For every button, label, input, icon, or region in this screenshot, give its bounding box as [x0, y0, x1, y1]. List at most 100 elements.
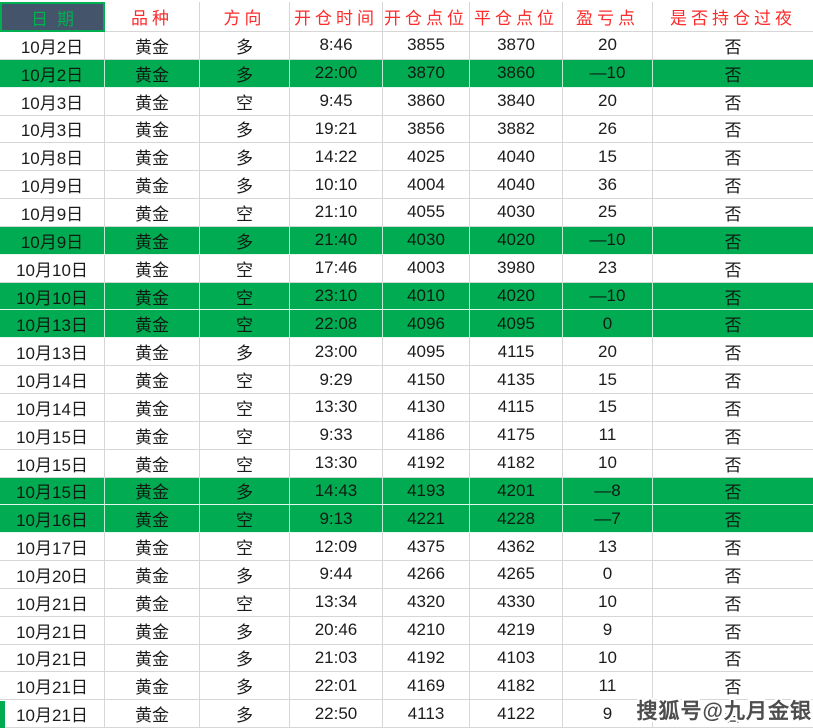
header-cell-close_price[interactable]: 平仓点位 [470, 2, 563, 32]
cell-open_price[interactable]: 3860 [383, 87, 470, 116]
cell-open_time[interactable]: 13:34 [290, 588, 383, 617]
cell-date[interactable]: 10月21日 [0, 616, 105, 645]
cell-direction[interactable]: 空 [200, 393, 290, 422]
cell-direction[interactable]: 多 [200, 644, 290, 673]
cell-pnl[interactable]: 13 [563, 533, 653, 562]
cell-open_time[interactable]: 12:09 [290, 533, 383, 562]
cell-variety[interactable]: 黄金 [105, 226, 200, 255]
cell-open_time[interactable]: 23:00 [290, 338, 383, 367]
cell-date[interactable]: 10月15日 [0, 449, 105, 478]
cell-overnight[interactable]: 否 [653, 589, 813, 617]
header-cell-pnl[interactable]: 盈亏点 [563, 2, 653, 32]
cell-close_price[interactable]: 4219 [470, 616, 563, 645]
cell-direction[interactable]: 多 [200, 338, 290, 367]
cell-close_price[interactable]: 4115 [470, 393, 563, 422]
cell-pnl[interactable]: 20 [563, 32, 653, 60]
cell-date[interactable]: 10月13日 [0, 310, 105, 339]
cell-open_price[interactable]: 4320 [383, 588, 470, 617]
cell-date[interactable]: 10月14日 [0, 366, 105, 394]
cell-date[interactable]: 10月2日 [0, 32, 105, 60]
cell-overnight[interactable]: 否 [653, 310, 813, 339]
cell-direction[interactable]: 空 [200, 254, 290, 283]
cell-pnl[interactable]: 20 [563, 338, 653, 367]
cell-open_time[interactable]: 14:43 [290, 477, 383, 506]
cell-overnight[interactable]: 否 [653, 171, 813, 200]
cell-close_price[interactable]: 4115 [470, 338, 563, 367]
cell-variety[interactable]: 黄金 [105, 282, 200, 311]
cell-date[interactable]: 10月17日 [0, 533, 105, 562]
cell-direction[interactable]: 空 [200, 533, 290, 562]
cell-direction[interactable]: 空 [200, 505, 290, 534]
cell-variety[interactable]: 黄金 [105, 338, 200, 367]
cell-variety[interactable]: 黄金 [105, 171, 200, 200]
cell-overnight[interactable]: 否 [653, 533, 813, 562]
cell-open_price[interactable]: 4169 [383, 672, 470, 701]
cell-open_time[interactable]: 9:13 [290, 505, 383, 534]
cell-pnl[interactable]: —7 [563, 505, 653, 534]
cell-open_price[interactable]: 4055 [383, 199, 470, 227]
cell-variety[interactable]: 黄金 [105, 644, 200, 673]
cell-close_price[interactable]: 4095 [470, 310, 563, 339]
cell-variety[interactable]: 黄金 [105, 449, 200, 478]
cell-pnl[interactable]: 10 [563, 644, 653, 673]
cell-open_time[interactable]: 21:03 [290, 644, 383, 673]
cell-direction[interactable]: 空 [200, 449, 290, 478]
cell-close_price[interactable]: 4103 [470, 644, 563, 673]
cell-open_time[interactable]: 23:10 [290, 282, 383, 311]
cell-pnl[interactable]: —8 [563, 477, 653, 506]
cell-open_price[interactable]: 4186 [383, 421, 470, 450]
cell-pnl[interactable]: 0 [563, 561, 653, 589]
cell-open_time[interactable]: 9:44 [290, 561, 383, 589]
cell-date[interactable]: 10月21日 [0, 588, 105, 617]
cell-date[interactable]: 10月9日 [0, 171, 105, 200]
cell-date[interactable]: 10月10日 [0, 254, 105, 283]
cell-direction[interactable]: 多 [200, 226, 290, 255]
cell-overnight[interactable]: 否 [653, 32, 813, 60]
cell-direction[interactable]: 空 [200, 588, 290, 617]
cell-date[interactable]: 10月8日 [0, 143, 105, 172]
cell-date[interactable]: 10月21日 [0, 644, 105, 673]
cell-overnight[interactable]: 否 [653, 505, 813, 534]
cell-date[interactable]: 10月10日 [0, 282, 105, 311]
cell-overnight[interactable]: 否 [653, 88, 813, 116]
header-cell-overnight[interactable]: 是否持仓过夜 [653, 2, 813, 32]
cell-open_time[interactable]: 22:08 [290, 310, 383, 339]
cell-variety[interactable]: 黄金 [105, 672, 200, 701]
cell-pnl[interactable]: 15 [563, 366, 653, 394]
cell-variety[interactable]: 黄金 [105, 310, 200, 339]
cell-direction[interactable]: 空 [200, 366, 290, 394]
cell-open_price[interactable]: 4266 [383, 561, 470, 589]
cell-pnl[interactable]: —10 [563, 282, 653, 311]
cell-open_price[interactable]: 4113 [383, 700, 470, 728]
cell-variety[interactable]: 黄金 [105, 561, 200, 589]
cell-date[interactable]: 10月9日 [0, 199, 105, 227]
cell-close_price[interactable]: 4122 [470, 700, 563, 728]
cell-open_time[interactable]: 10:10 [290, 171, 383, 200]
cell-open_time[interactable]: 13:30 [290, 449, 383, 478]
cell-close_price[interactable]: 4020 [470, 226, 563, 255]
cell-overnight[interactable]: 否 [653, 672, 813, 701]
cell-open_time[interactable]: 19:21 [290, 115, 383, 144]
cell-open_price[interactable]: 4004 [383, 171, 470, 200]
cell-open_price[interactable]: 4210 [383, 616, 470, 645]
cell-overnight[interactable]: 否 [653, 199, 813, 227]
cell-close_price[interactable]: 4362 [470, 533, 563, 562]
cell-close_price[interactable]: 4182 [470, 672, 563, 701]
cell-overnight[interactable]: 否 [653, 338, 813, 367]
cell-open_time[interactable]: 9:45 [290, 87, 383, 116]
cell-date[interactable]: 10月13日 [0, 338, 105, 367]
cell-open_price[interactable]: 4150 [383, 366, 470, 394]
cell-date[interactable]: 10月14日 [0, 393, 105, 422]
cell-overnight[interactable]: 否 [653, 143, 813, 172]
cell-close_price[interactable]: 3980 [470, 254, 563, 283]
cell-direction[interactable]: 多 [200, 672, 290, 701]
cell-open_time[interactable]: 22:50 [290, 700, 383, 728]
cell-open_price[interactable]: 3855 [383, 32, 470, 60]
cell-date[interactable]: 10月2日 [0, 59, 105, 88]
cell-open_time[interactable]: 14:22 [290, 143, 383, 172]
cell-close_price[interactable]: 3860 [470, 59, 563, 88]
cell-close_price[interactable]: 4330 [470, 588, 563, 617]
cell-open_price[interactable]: 4192 [383, 449, 470, 478]
cell-variety[interactable]: 黄金 [105, 254, 200, 283]
cell-variety[interactable]: 黄金 [105, 199, 200, 227]
